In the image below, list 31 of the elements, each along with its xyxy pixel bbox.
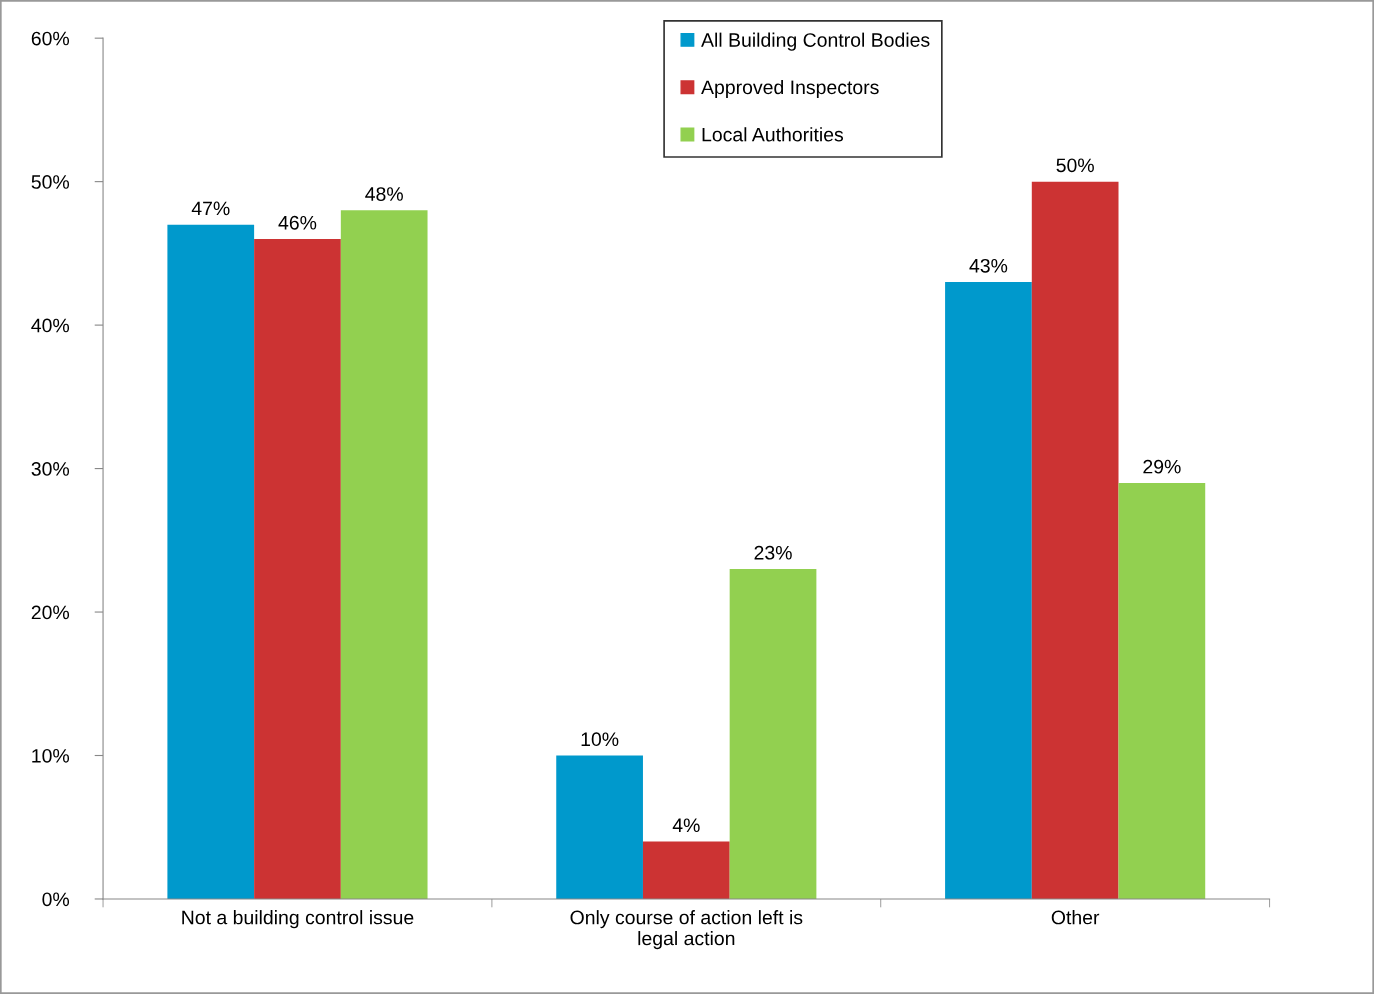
data-label: 50% [1056, 158, 1094, 173]
data-label: 46% [278, 215, 317, 230]
bar [1031, 181, 1119, 899]
y-tick-label: 0% [42, 892, 70, 907]
data-label: 29% [1143, 459, 1181, 474]
legend-label: Local Authorities [702, 127, 844, 142]
y-tick-label: 40% [31, 318, 70, 333]
y-tick-label: 20% [31, 605, 70, 620]
y-tick-label: 30% [31, 462, 70, 476]
bar [340, 210, 428, 899]
bar [254, 239, 341, 899]
bar [642, 841, 730, 899]
data-label: 47% [191, 201, 230, 216]
y-tick-label: 60% [31, 31, 70, 46]
bar [729, 569, 817, 899]
y-tick-label: 10% [32, 748, 70, 763]
data-label: 10% [581, 732, 619, 747]
data-label: 43% [969, 258, 1008, 273]
x-tick-label: Only course of action left is legal action [570, 910, 803, 950]
bar [945, 282, 1032, 899]
y-tick-label: 50% [31, 175, 70, 189]
bar [1118, 482, 1206, 899]
legend-label: All Building Control Bodies [701, 32, 930, 51]
x-tick-label: Other [1051, 910, 1100, 925]
bar [167, 224, 255, 899]
x-tick-label: Not a building control issue [182, 910, 414, 929]
legend-label: Approved Inspectors [701, 79, 879, 99]
data-label: 4% [672, 818, 700, 833]
data-label: 23% [754, 545, 792, 560]
data-label: 48% [365, 187, 403, 201]
bar [556, 755, 643, 899]
